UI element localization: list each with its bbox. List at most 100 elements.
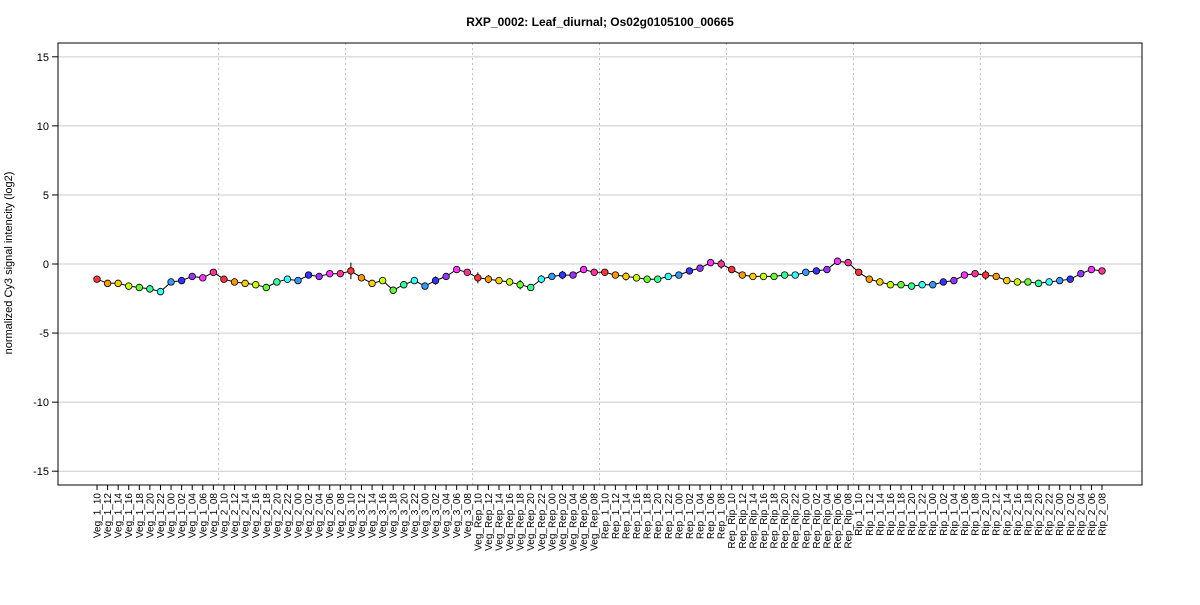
data-point <box>569 271 577 279</box>
data-point <box>400 281 408 289</box>
x-tick-label: Veg_3_02 <box>431 493 442 538</box>
x-tick-label: Veg_2_22 <box>283 493 294 538</box>
data-point <box>167 278 175 286</box>
x-tick-label: Rep_Rip_14 <box>748 493 759 549</box>
data-point <box>304 271 313 279</box>
data-point <box>601 268 609 276</box>
series-line <box>96 260 1103 293</box>
x-tick-label: Rip_1_08 <box>971 493 982 536</box>
x-tick-label: Rep_Rip_04 <box>822 493 833 549</box>
x-tick-label: Rip_2_08 <box>1098 493 1109 536</box>
x-tick-label: Veg_Rep_16 <box>505 493 516 551</box>
data-point <box>389 286 397 294</box>
x-tick-label: Rep_Rip_06 <box>833 493 844 549</box>
data-point <box>579 265 588 274</box>
data-point <box>262 283 270 292</box>
x-tick-label: Rep_1_16 <box>632 493 643 540</box>
x-tick-label: Rip_2_04 <box>1076 493 1087 536</box>
x-tick-label: Veg_Rep_14 <box>495 493 506 551</box>
data-point <box>632 274 641 282</box>
x-tick-label: Rep_Rip_10 <box>727 493 738 549</box>
data-point <box>622 272 630 281</box>
x-tick-label: Veg_1_06 <box>198 493 209 538</box>
data-point <box>548 272 556 281</box>
data-point <box>251 281 260 289</box>
x-tick-label: Rip_2_10 <box>981 493 992 536</box>
x-tick-label: Rip_2_12 <box>992 493 1003 536</box>
x-tick-label: Rep_Rip_20 <box>780 493 791 549</box>
data-point <box>759 272 768 281</box>
x-tick-label: Veg_Rep_04 <box>569 493 580 551</box>
data-point <box>336 269 345 278</box>
x-tick-label: Veg_1_10 <box>93 493 104 538</box>
x-tick-label: Rep_1_08 <box>717 493 728 540</box>
y-tick-label: 5 <box>43 190 49 202</box>
x-tick-label: Rep_1_12 <box>611 493 622 540</box>
y-tick-label: -5 <box>39 328 49 340</box>
x-tick-label: Veg_1_20 <box>145 493 156 538</box>
x-tick-label: Veg_3_20 <box>399 493 410 538</box>
data-point <box>527 283 535 292</box>
x-tick-label: Rep_1_06 <box>706 493 717 540</box>
data-point <box>421 282 429 290</box>
data-point <box>643 275 651 283</box>
x-tick-label: Rep_1_02 <box>685 493 696 540</box>
data-point <box>653 275 662 283</box>
x-tick-label: Veg_2_12 <box>230 493 241 538</box>
data-point <box>939 278 948 286</box>
data-point <box>791 271 799 279</box>
data-point <box>474 274 482 282</box>
x-tick-label: Rip_2_14 <box>1002 493 1013 536</box>
x-tick-label: Veg_Rep_08 <box>590 493 601 551</box>
data-point <box>114 279 122 288</box>
data-point <box>1045 278 1053 286</box>
x-tick-label: Rip_2_00 <box>1055 493 1066 536</box>
x-tick-label: Veg_2_04 <box>315 493 326 538</box>
x-tick-label: Rep_Rip_08 <box>844 493 855 549</box>
x-tick-label: Veg_1_22 <box>156 493 167 538</box>
data-point <box>802 268 810 276</box>
x-tick-label: Rep_Rip_02 <box>812 493 823 549</box>
x-tick-label: Veg_2_06 <box>325 493 336 538</box>
data-point <box>854 268 863 276</box>
data-point <box>929 281 937 289</box>
data-point <box>1087 265 1096 274</box>
data-point <box>971 269 979 278</box>
data-point <box>897 281 905 289</box>
x-tick-label: Veg_Rep_06 <box>579 493 590 551</box>
data-point <box>918 281 926 289</box>
data-point <box>146 285 154 293</box>
x-tick-label: Rip_1_22 <box>918 493 929 536</box>
data-point <box>484 275 493 283</box>
data-point <box>992 272 1000 281</box>
data-point <box>833 257 842 265</box>
data-point <box>812 267 821 275</box>
data-point <box>1098 267 1106 275</box>
x-tick-label: Rep_1_04 <box>696 493 707 540</box>
data-point <box>738 271 747 279</box>
x-tick-label: Rep_Rip_22 <box>791 493 802 549</box>
data-point <box>241 279 249 288</box>
x-tick-label: Rip_2_06 <box>1087 493 1098 536</box>
data-point <box>209 268 218 276</box>
x-tick-label: Rip_1_14 <box>875 493 886 536</box>
chart-title: RXP_0002: Leaf_diurnal; Os02g0105100_006… <box>466 15 734 29</box>
data-point <box>220 275 228 283</box>
data-point <box>611 271 620 279</box>
x-tick-label: Veg_Rep_18 <box>516 493 527 551</box>
x-tick-label: Rep_1_22 <box>664 493 675 540</box>
x-tick-label: Veg_3_22 <box>410 493 421 538</box>
data-point <box>1003 276 1011 285</box>
x-tick-label: Veg_1_14 <box>114 493 125 538</box>
x-tick-label: Rep_Rip_18 <box>770 493 781 549</box>
data-point <box>283 275 292 283</box>
x-tick-label: Veg_2_14 <box>241 493 252 538</box>
x-tick-label: Rip_1_06 <box>960 493 971 536</box>
y-axis-label: normalized Cy3 signal intencity (log2) <box>3 172 15 355</box>
data-point <box>950 276 958 285</box>
x-tick-label: Veg_3_12 <box>357 493 368 538</box>
y-axis: -15 -10 -5 0 5 10 15 <box>33 52 58 478</box>
data-point <box>357 274 366 282</box>
x-tick-label: Rep_1_14 <box>621 493 632 540</box>
data-point <box>1034 279 1043 288</box>
